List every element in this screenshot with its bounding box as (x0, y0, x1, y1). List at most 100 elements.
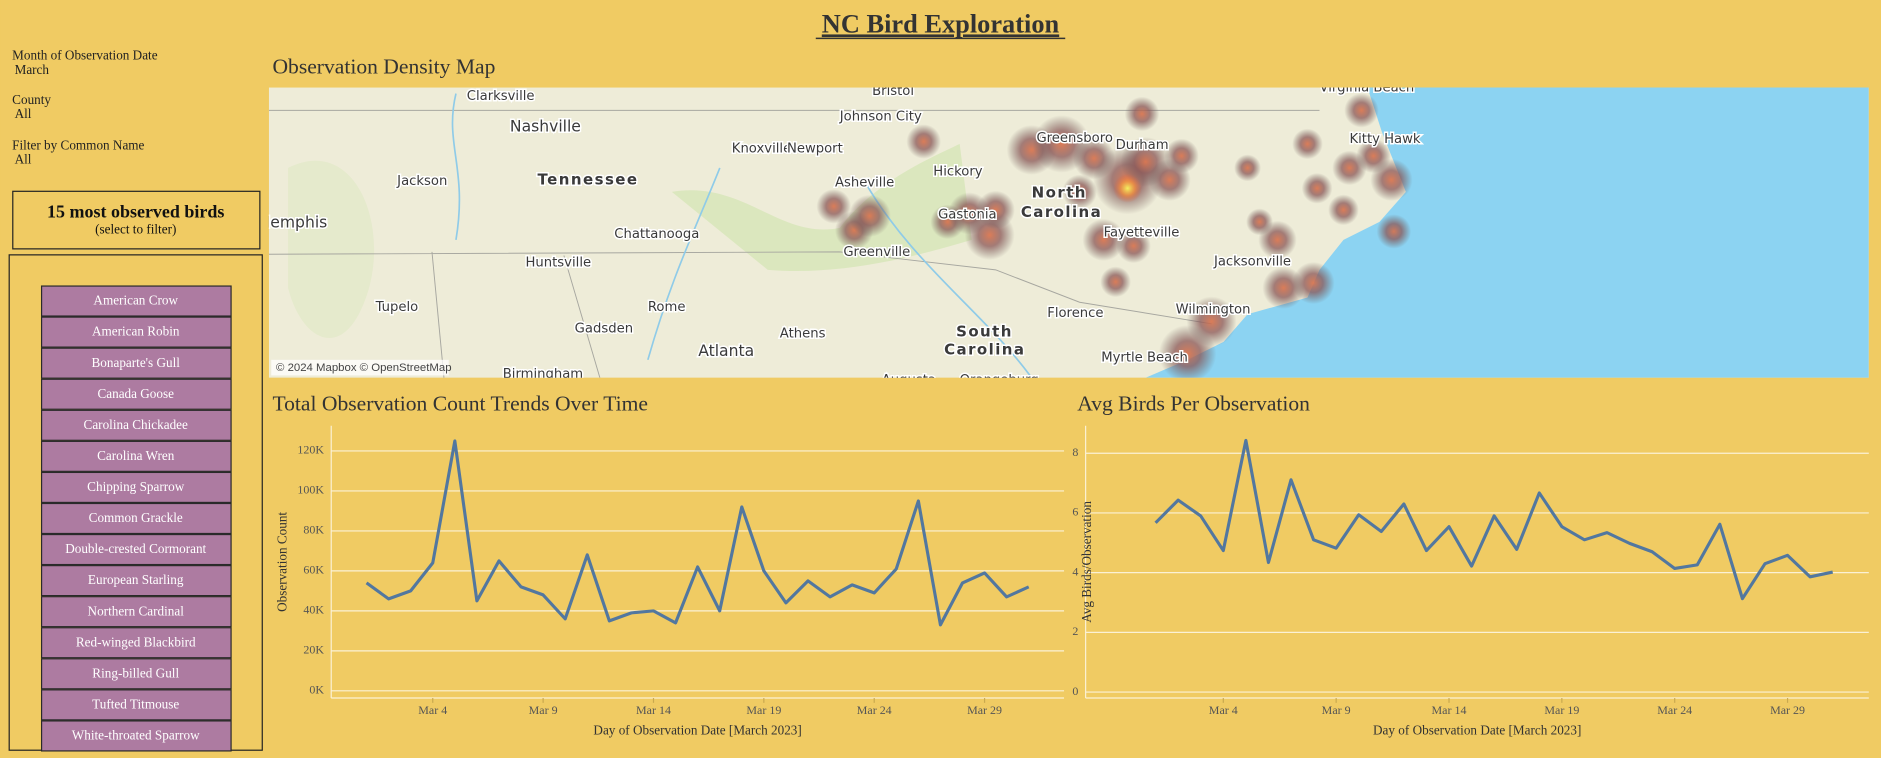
map-label: Asheville (835, 175, 894, 190)
map-title: Observation Density Map (272, 54, 495, 78)
filter-label: Month of Observation Date (12, 47, 158, 62)
bird-button[interactable] (40, 378, 232, 410)
heatmap (816, 93, 1413, 378)
map-label: Gadsden (575, 322, 633, 337)
x-tick-label: Mar 29 (967, 703, 1002, 717)
map-label: Huntsville (526, 256, 592, 271)
heat-spot (1116, 228, 1151, 264)
bird-button-label[interactable]: Northern Cardinal (88, 603, 185, 618)
map-label: Fayetteville (1104, 226, 1180, 241)
heat-spot (976, 190, 1015, 230)
filter-value[interactable]: March (15, 62, 50, 77)
map-label: Durham (1116, 138, 1169, 153)
y-tick-label: 8 (1072, 445, 1078, 459)
heat-spot (1301, 172, 1333, 204)
bird-button-label[interactable]: Bonaparte's Gull (91, 355, 180, 370)
map-label: Hickory (933, 165, 982, 180)
bird-button-label[interactable]: American Robin (92, 324, 180, 339)
bird-button-label[interactable]: Chipping Sparrow (87, 479, 185, 494)
y-tick-label: 20K (303, 643, 324, 657)
map: Virginia Beach Bristol Clarksville Nashvill… (268, 81, 1869, 388)
bird-button-label[interactable]: Ring-billed Gull (92, 665, 179, 680)
map-label: Kitty Hawk (1349, 132, 1420, 147)
map-label: Newport (787, 142, 843, 157)
map-border (268, 109, 1320, 378)
heat-spot (848, 194, 891, 237)
bird-panel-header (12, 190, 261, 250)
map-label: Virginia Beach (1320, 81, 1415, 96)
bird-button-label[interactable]: American Crow (93, 293, 178, 308)
map-label: Greensboro (1036, 131, 1112, 146)
heat-spot (816, 189, 852, 224)
bird-button-label[interactable]: White-throated Sparrow (72, 728, 200, 743)
heat-hotspot (1113, 173, 1142, 203)
bird-button[interactable] (40, 316, 232, 348)
map-label: Rome (648, 300, 686, 315)
map-label: Jacksonville (1213, 254, 1291, 269)
bird-button-label[interactable]: Double-crested Cormorant (65, 541, 206, 556)
bird-button-label[interactable]: Carolina Wren (97, 448, 175, 463)
x-tick-label: Mar 24 (857, 703, 892, 717)
bird-button[interactable] (40, 596, 232, 628)
map-attribution: © 2024 Mapbox © OpenStreetMap (276, 362, 451, 374)
y-axis-title: Avg Birds/Observation (1079, 501, 1094, 623)
map-forest (671, 143, 972, 272)
bird-button[interactable] (40, 627, 232, 659)
map-label: Johnson City (839, 109, 922, 124)
bird-button[interactable] (40, 658, 232, 690)
map-label: Gastonia (938, 208, 997, 223)
charts: Total Observation Count Trends Over Time… (272, 391, 1869, 738)
y-tick-label: 60K (303, 563, 324, 577)
x-tick-label: Mar 14 (636, 703, 671, 717)
bird-button[interactable] (40, 285, 232, 317)
bird-button[interactable] (40, 565, 232, 597)
y-tick-label: 40K (303, 603, 324, 617)
map-forest (288, 160, 375, 338)
map-label: Carolina (944, 341, 1025, 359)
filter-value[interactable]: All (15, 152, 32, 167)
bird-button-label[interactable]: Tufted Titmouse (92, 696, 179, 711)
heat-spot (1292, 128, 1323, 160)
map-label: Florence (1047, 306, 1103, 321)
map-label: Tennessee (538, 170, 639, 188)
filter-value[interactable]: All (15, 106, 32, 121)
heat-spot (1246, 208, 1273, 236)
bird-button[interactable] (40, 471, 232, 504)
bird-button[interactable] (40, 440, 232, 472)
map-label: Wilmington (1176, 302, 1251, 317)
map-label: Bristol (872, 84, 914, 99)
attribution-bg (271, 359, 449, 376)
map-label: Jackson (396, 174, 447, 189)
y-tick-label: 120K (297, 443, 324, 457)
bird-button[interactable] (40, 689, 232, 721)
bird-button[interactable] (40, 533, 232, 566)
bird-button[interactable] (40, 502, 232, 535)
x-tick-label: Mar 9 (529, 703, 558, 717)
dashboard-title: NC Bird Exploration (822, 8, 1060, 38)
heat-spot (1328, 194, 1359, 226)
map-label: Augusta (882, 373, 936, 388)
y-tick-label: 4 (1072, 564, 1078, 578)
map-label: North (1032, 184, 1087, 202)
heat-spot (1234, 154, 1261, 182)
bird-button[interactable] (40, 720, 232, 752)
y-tick-label: 80K (303, 523, 324, 537)
y-tick-label: 0 (1072, 684, 1078, 698)
bird-panel-title: 15 most observed birds (47, 202, 224, 222)
map-label: Athens (780, 326, 826, 341)
map-label: Nashville (510, 118, 581, 136)
map-water (1145, 87, 1869, 378)
y-axis-title: Observation Count (274, 512, 289, 612)
bird-button-label[interactable]: Canada Goose (97, 386, 174, 401)
map-labels: Virginia Beach Bristol Clarksville Nashvill… (269, 81, 1423, 388)
x-tick-label: Mar 19 (1544, 703, 1579, 717)
bird-button[interactable] (40, 409, 232, 441)
bird-button-label[interactable]: European Starling (88, 572, 184, 587)
bird-button-label[interactable]: Red-winged Blackbird (76, 634, 196, 649)
heat-spot (1164, 138, 1199, 174)
map-label: Birmingham (503, 367, 583, 382)
bird-button-label[interactable]: Common Grackle (89, 510, 183, 525)
heat-spot (1100, 266, 1131, 298)
bird-button-label[interactable]: Carolina Chickadee (84, 417, 189, 432)
bird-button[interactable] (40, 347, 232, 379)
